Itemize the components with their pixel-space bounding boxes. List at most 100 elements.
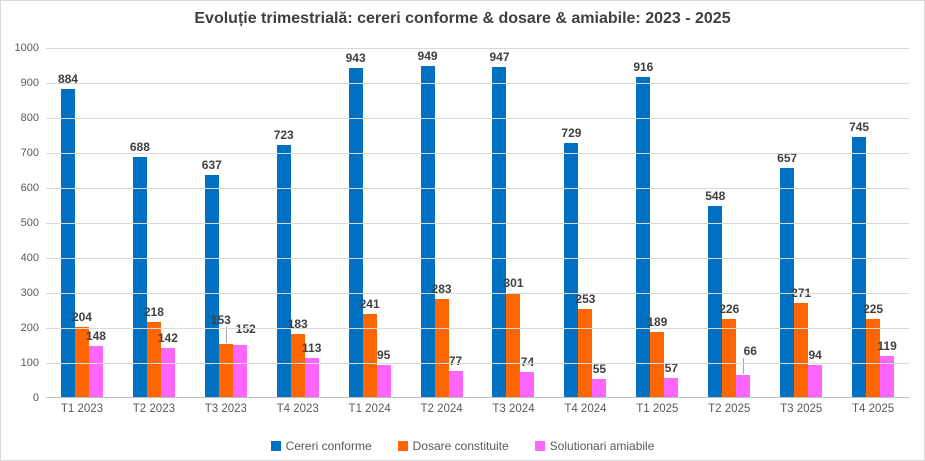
bar-solutionari-amiabile xyxy=(88,346,103,398)
bar-dosare-constituite xyxy=(722,319,737,398)
bar-dosare-constituite xyxy=(362,314,377,398)
x-axis-line xyxy=(46,397,909,398)
bar-dosare-constituite xyxy=(290,334,305,398)
bar-solutionari-amiabile xyxy=(880,356,895,398)
bar-wrap: 949 xyxy=(418,50,438,398)
y-tick-label: 700 xyxy=(20,147,39,159)
bar-cereri-conforme xyxy=(780,168,795,398)
bar-cereri-conforme xyxy=(204,175,219,398)
bar-solutionari-amiabile xyxy=(304,358,319,398)
bar-value-label: 253 xyxy=(575,292,596,306)
bar-cereri-conforme xyxy=(420,66,435,398)
bar-wrap: 723 xyxy=(274,129,294,398)
bar-wrap: 548 xyxy=(705,190,725,398)
bar-value-label: 153 xyxy=(210,313,231,327)
bar-solutionari-amiabile xyxy=(736,375,751,398)
y-tick-label: 200 xyxy=(20,322,39,334)
bars-row: 729 253 55 xyxy=(561,127,607,398)
bar-solutionari-amiabile xyxy=(232,345,247,398)
x-tick-label: T3 2025 xyxy=(780,403,823,415)
bar-wrap: 688 xyxy=(130,141,150,398)
bar-dosare-constituite xyxy=(146,322,161,398)
bars-row: 916 189 57 xyxy=(633,61,679,398)
y-axis: 0 100 200 300 400 500 600 700 800 900 1000 xyxy=(1,42,39,404)
legend-item: Solutionari amiabile xyxy=(534,439,655,453)
x-tick-label: T1 2025 xyxy=(636,403,679,415)
bar-wrap: 916 xyxy=(633,61,653,398)
bar-value-label: 943 xyxy=(345,51,366,65)
bar-value-label: 745 xyxy=(849,120,870,134)
bar-dosare-constituite xyxy=(74,327,89,398)
bar-value-label: 884 xyxy=(57,72,78,86)
bar-wrap: 183 xyxy=(288,318,308,398)
bar-dosare-constituite xyxy=(578,309,593,398)
grid-line xyxy=(46,258,909,259)
bars-row: 943 241 95 xyxy=(346,52,391,398)
bar-groups: 884 204 148 688 218 142 637 153 152 723 183 113 943 2… xyxy=(46,48,909,398)
bar-wrap: 119 xyxy=(877,340,897,398)
bar-value-label: 142 xyxy=(157,331,178,345)
bar-group: 688 218 142 xyxy=(118,48,190,398)
grid-line xyxy=(46,328,909,329)
legend: Cereri conforme Dosare constituite Solutio… xyxy=(1,439,924,453)
bar-wrap: 253 xyxy=(575,293,595,398)
bar-value-label: 226 xyxy=(719,302,740,316)
bar-value-label: 183 xyxy=(287,317,308,331)
bar-wrap: 218 xyxy=(144,306,164,398)
legend-label: Solutionari amiabile xyxy=(549,439,655,453)
y-tick-label: 1000 xyxy=(14,42,39,54)
x-tick-label: T1 2024 xyxy=(348,403,391,415)
bar-wrap: 153 xyxy=(211,314,233,398)
bar-dosare-constituite xyxy=(866,319,881,398)
bar-value-label: 657 xyxy=(777,151,798,165)
bar-value-label: 77 xyxy=(448,354,463,368)
bar-value-label: 949 xyxy=(417,49,438,63)
bar-value-label: 947 xyxy=(489,50,510,64)
bar-wrap: 943 xyxy=(346,52,366,398)
bar-wrap: 66 xyxy=(736,345,757,398)
legend-label: Dosare constituite xyxy=(412,439,509,453)
leader-line xyxy=(743,358,745,374)
bar-value-label: 548 xyxy=(705,189,726,203)
bar-cereri-conforme xyxy=(276,145,291,398)
bar-wrap: 95 xyxy=(376,349,391,398)
bar-value-label: 301 xyxy=(503,276,524,290)
bar-dosare-constituite xyxy=(434,299,449,398)
x-tick-label: T3 2023 xyxy=(204,403,247,415)
bar-wrap: 55 xyxy=(592,363,607,398)
legend-item: Cereri conforme xyxy=(270,439,372,453)
bar-group: 723 183 113 xyxy=(262,48,334,398)
grid-line xyxy=(46,118,909,119)
legend-swatch xyxy=(397,441,408,451)
legend-swatch xyxy=(534,441,545,451)
bar-value-label: 57 xyxy=(664,361,679,375)
bar-cereri-conforme xyxy=(492,67,507,398)
bar-solutionari-amiabile xyxy=(664,378,679,398)
bar-wrap: 113 xyxy=(302,342,321,398)
y-tick-label: 500 xyxy=(20,217,39,229)
bars-row: 548 226 66 xyxy=(705,190,757,398)
bar-wrap: 729 xyxy=(561,127,581,398)
bar-wrap: 77 xyxy=(448,355,463,398)
bar-group: 949 283 77 xyxy=(406,48,478,398)
bar-solutionari-amiabile xyxy=(808,365,823,398)
bar-group: 947 301 74 xyxy=(478,48,550,398)
bar-value-label: 95 xyxy=(376,348,391,362)
bar-wrap: 57 xyxy=(664,362,679,398)
bar-wrap: 204 xyxy=(72,311,92,398)
bar-wrap: 189 xyxy=(647,316,667,398)
grid-line xyxy=(46,83,909,84)
bar-wrap: 884 xyxy=(58,73,78,398)
grid-line xyxy=(46,293,909,294)
x-tick-label: T4 2023 xyxy=(276,403,319,415)
x-tick-label: T1 2023 xyxy=(60,403,104,415)
bar-value-label: 283 xyxy=(431,282,452,296)
bars-row: 947 301 74 xyxy=(489,51,535,398)
bar-value-label: 688 xyxy=(129,140,150,154)
bar-solutionari-amiabile xyxy=(160,348,175,398)
bars-row: 884 204 148 xyxy=(58,73,106,398)
x-tick-label: T2 2023 xyxy=(132,403,175,415)
bar-value-label: 204 xyxy=(71,310,92,324)
bar-wrap: 226 xyxy=(719,303,739,398)
